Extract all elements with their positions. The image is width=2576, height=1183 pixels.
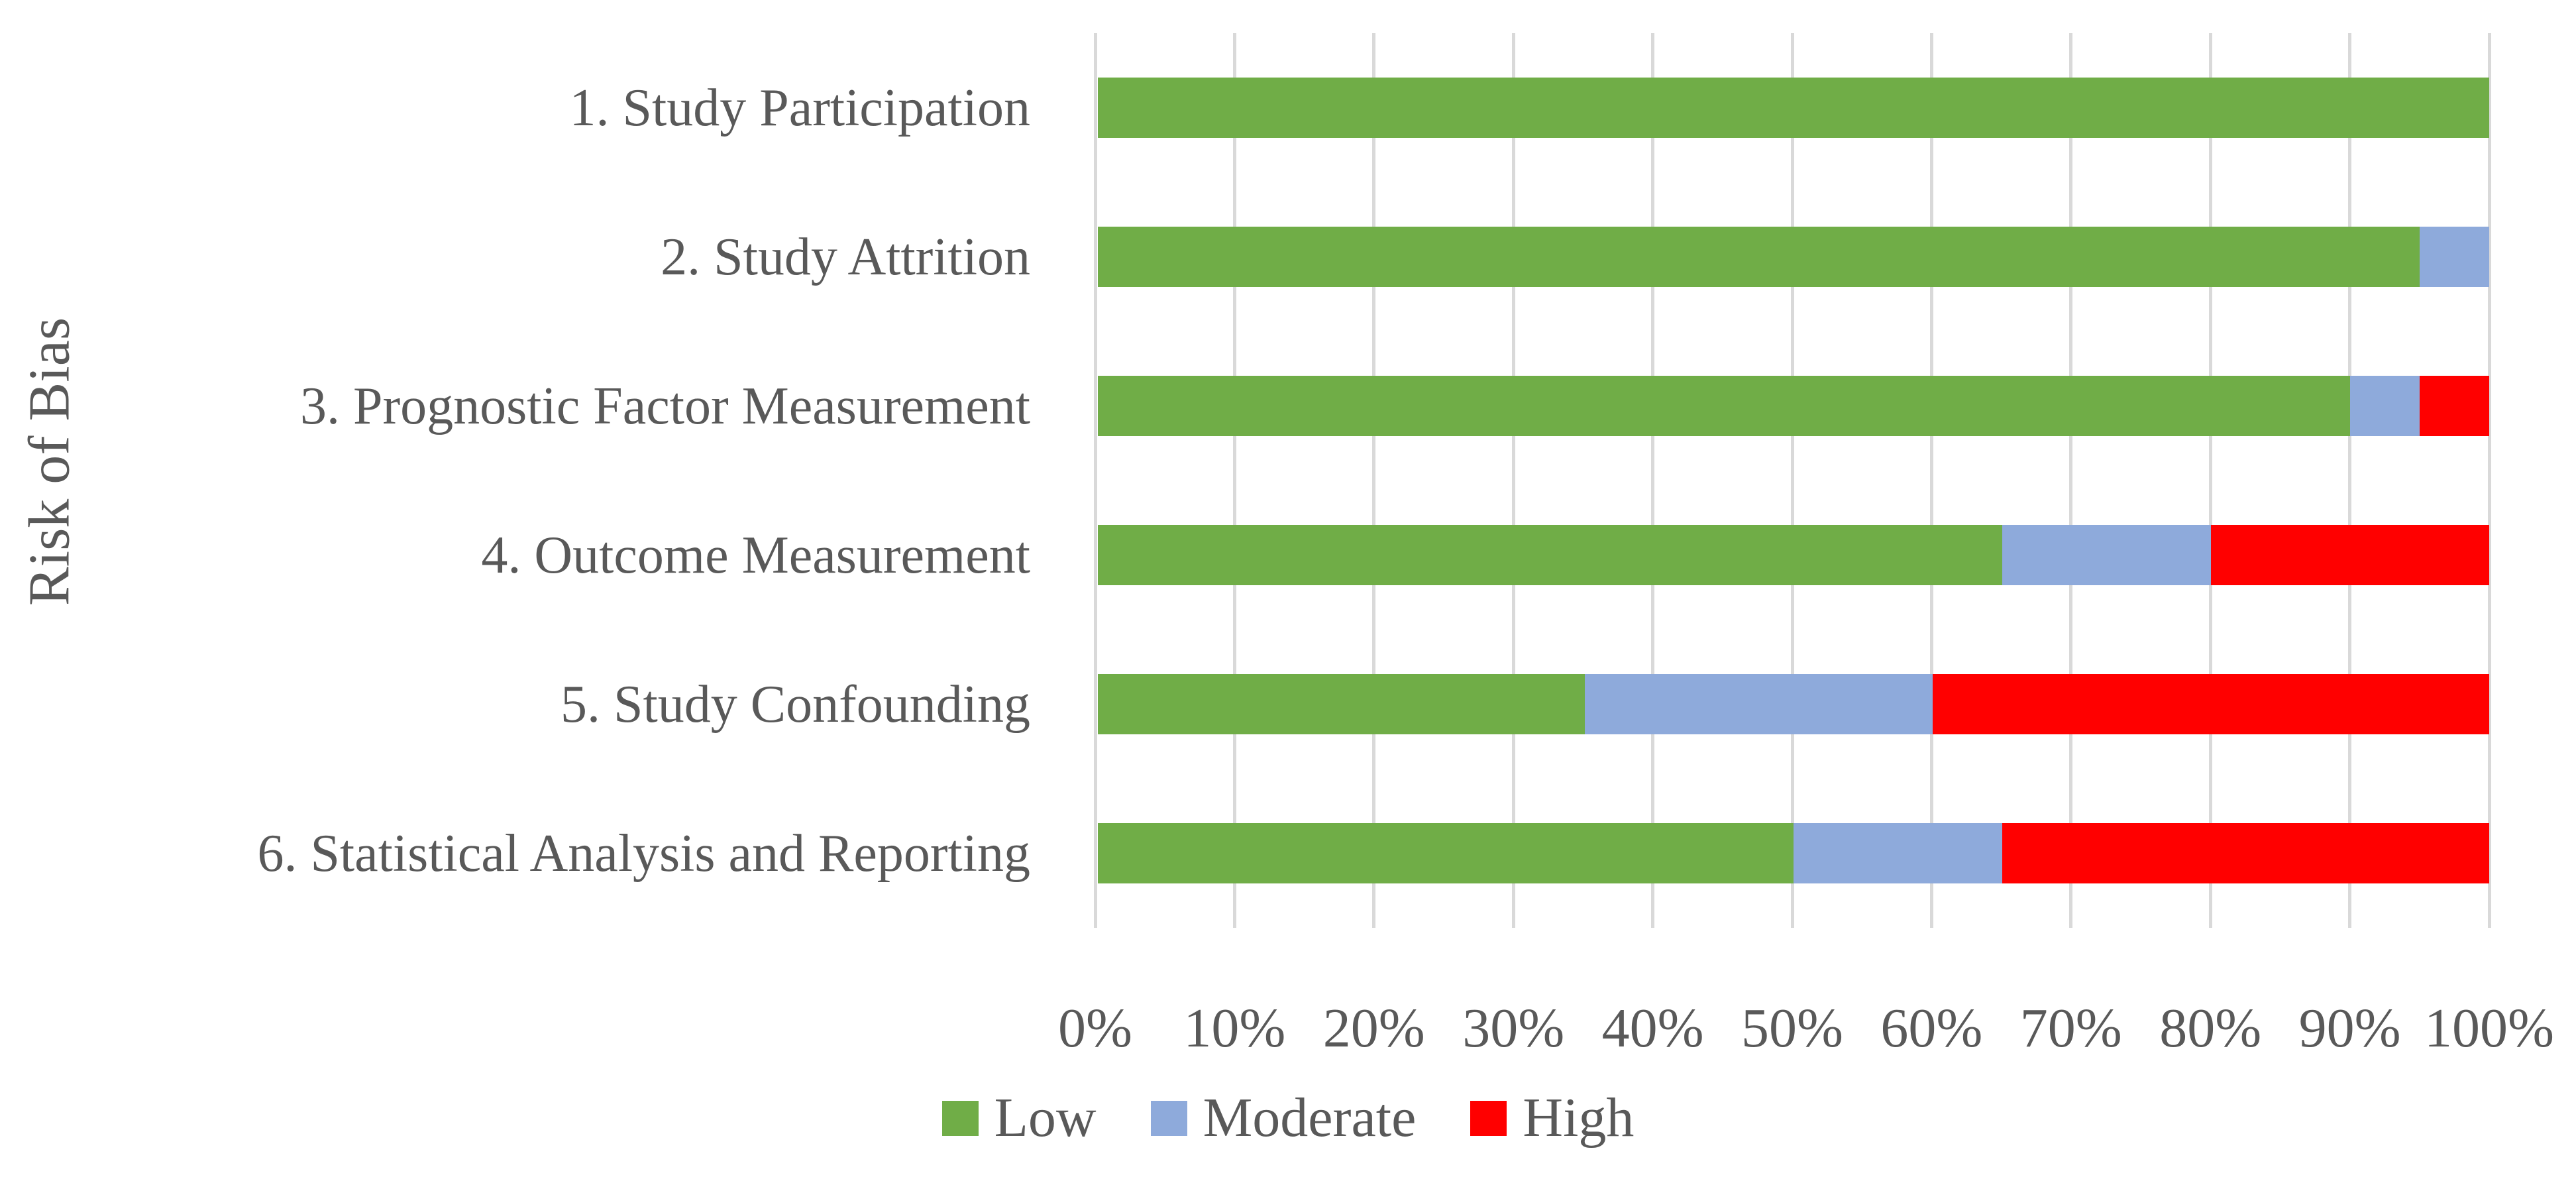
- legend: Low Moderate High: [0, 1090, 2576, 1146]
- plot-area: [1093, 33, 2491, 928]
- legend-swatch-low: [941, 1100, 979, 1136]
- gridline: [1929, 33, 1933, 928]
- legend-label: Moderate: [1203, 1087, 1417, 1149]
- bar-segment-low: [1098, 78, 2489, 138]
- x-tick-label: 50%: [1741, 997, 1843, 1059]
- gridline: [1093, 33, 1097, 928]
- gridline: [1372, 33, 1376, 928]
- bar-segment-low: [1098, 376, 2350, 436]
- bar-segment-low: [1098, 227, 2420, 287]
- x-tick-label: 90%: [2298, 997, 2401, 1059]
- legend-swatch-high: [1470, 1100, 1507, 1136]
- x-tick-label: 30%: [1462, 997, 1565, 1059]
- x-tick-label: 10%: [1183, 997, 1286, 1059]
- x-tick-label: 20%: [1322, 997, 1425, 1059]
- bar-row: [1098, 823, 2489, 883]
- category-label: 2. Study Attrition: [661, 227, 1030, 286]
- category-label: 1. Study Participation: [569, 78, 1030, 137]
- bar-row: [1098, 227, 2489, 287]
- gridline: [1232, 33, 1236, 928]
- gridline: [2348, 33, 2352, 928]
- bar-segment-moderate: [1794, 823, 2002, 883]
- legend-label: High: [1523, 1087, 1635, 1149]
- bar-segment-high: [2211, 525, 2489, 585]
- bar-segment-high: [2002, 823, 2489, 883]
- legend-item-low: Low: [941, 1087, 1097, 1149]
- x-tick-label: 80%: [2159, 997, 2262, 1059]
- gridline: [1651, 33, 1655, 928]
- legend-item-moderate: Moderate: [1150, 1087, 1417, 1149]
- bar-row: [1098, 525, 2489, 585]
- bar-segment-low: [1098, 525, 2002, 585]
- legend-label: Low: [994, 1087, 1097, 1149]
- bar-segment-moderate: [1585, 674, 1933, 734]
- bar-segment-high: [1933, 674, 2489, 734]
- category-label: 4. Outcome Measurement: [481, 526, 1030, 585]
- bar-segment-low: [1098, 674, 1585, 734]
- bar-segment-high: [2420, 376, 2489, 436]
- category-label: 3. Prognostic Factor Measurement: [300, 376, 1030, 435]
- bar-segment-moderate: [2350, 376, 2420, 436]
- gridline: [1790, 33, 1794, 928]
- legend-item-high: High: [1470, 1090, 1634, 1146]
- bar-segment-moderate: [2420, 227, 2489, 287]
- bar-row: [1098, 376, 2489, 436]
- gridline: [2069, 33, 2073, 928]
- x-tick-label: 0%: [1058, 997, 1132, 1059]
- x-tick-label: 100%: [2424, 997, 2554, 1059]
- x-tick-label: 40%: [1601, 997, 1704, 1059]
- bar-row: [1098, 78, 2489, 138]
- gridline: [2487, 33, 2491, 928]
- bar-segment-low: [1098, 823, 1794, 883]
- legend-swatch-moderate: [1150, 1100, 1187, 1136]
- category-label: 5. Study Confounding: [561, 675, 1030, 734]
- x-tick-label: 60%: [1880, 997, 1983, 1059]
- category-label: 6. Statistical Analysis and Reporting: [257, 824, 1030, 883]
- x-tick-label: 70%: [2019, 997, 2122, 1059]
- gridline: [1511, 33, 1515, 928]
- bar-segment-moderate: [2002, 525, 2211, 585]
- bar-row: [1098, 674, 2489, 734]
- gridline: [2208, 33, 2212, 928]
